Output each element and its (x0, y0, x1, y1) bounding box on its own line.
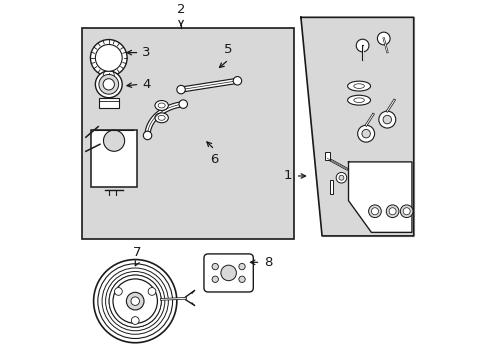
Circle shape (335, 172, 346, 183)
Bar (82, 28, 293, 239)
Text: 3: 3 (142, 46, 150, 59)
Circle shape (238, 276, 244, 283)
Text: 7: 7 (132, 246, 141, 259)
Text: 2: 2 (177, 3, 185, 15)
Text: 8: 8 (264, 256, 272, 269)
Circle shape (368, 205, 381, 217)
Circle shape (126, 292, 144, 310)
Circle shape (338, 175, 343, 180)
FancyBboxPatch shape (91, 130, 137, 186)
Ellipse shape (347, 81, 370, 91)
Circle shape (143, 131, 151, 140)
Text: 6: 6 (210, 153, 218, 166)
Circle shape (131, 317, 139, 324)
Circle shape (95, 71, 122, 98)
Bar (99, 98, 119, 108)
Circle shape (114, 288, 122, 295)
Polygon shape (300, 17, 413, 236)
Circle shape (148, 288, 156, 295)
Circle shape (371, 208, 378, 215)
Circle shape (103, 130, 124, 151)
Circle shape (90, 40, 127, 76)
Circle shape (356, 39, 368, 52)
Circle shape (388, 208, 395, 215)
Circle shape (179, 100, 187, 108)
Circle shape (377, 32, 389, 45)
Circle shape (109, 275, 161, 327)
FancyBboxPatch shape (203, 254, 253, 292)
Circle shape (212, 276, 218, 283)
Circle shape (400, 205, 412, 217)
Circle shape (357, 125, 374, 142)
Polygon shape (348, 162, 411, 233)
Ellipse shape (347, 95, 370, 105)
Circle shape (99, 75, 119, 94)
Ellipse shape (155, 113, 168, 123)
Circle shape (113, 279, 157, 323)
Circle shape (238, 264, 244, 270)
Circle shape (177, 85, 185, 94)
Text: 4: 4 (142, 78, 150, 91)
Circle shape (212, 264, 218, 270)
Circle shape (402, 208, 409, 215)
Circle shape (361, 130, 369, 138)
Circle shape (103, 79, 114, 90)
Circle shape (382, 115, 391, 124)
Circle shape (233, 77, 241, 85)
Bar (324, 152, 329, 160)
Circle shape (378, 111, 395, 128)
Circle shape (221, 265, 236, 281)
Circle shape (131, 297, 139, 305)
Circle shape (95, 45, 122, 71)
Circle shape (386, 205, 398, 217)
Ellipse shape (155, 100, 168, 111)
Text: 5: 5 (224, 43, 232, 56)
Bar (329, 180, 332, 194)
Text: 1: 1 (283, 170, 291, 183)
